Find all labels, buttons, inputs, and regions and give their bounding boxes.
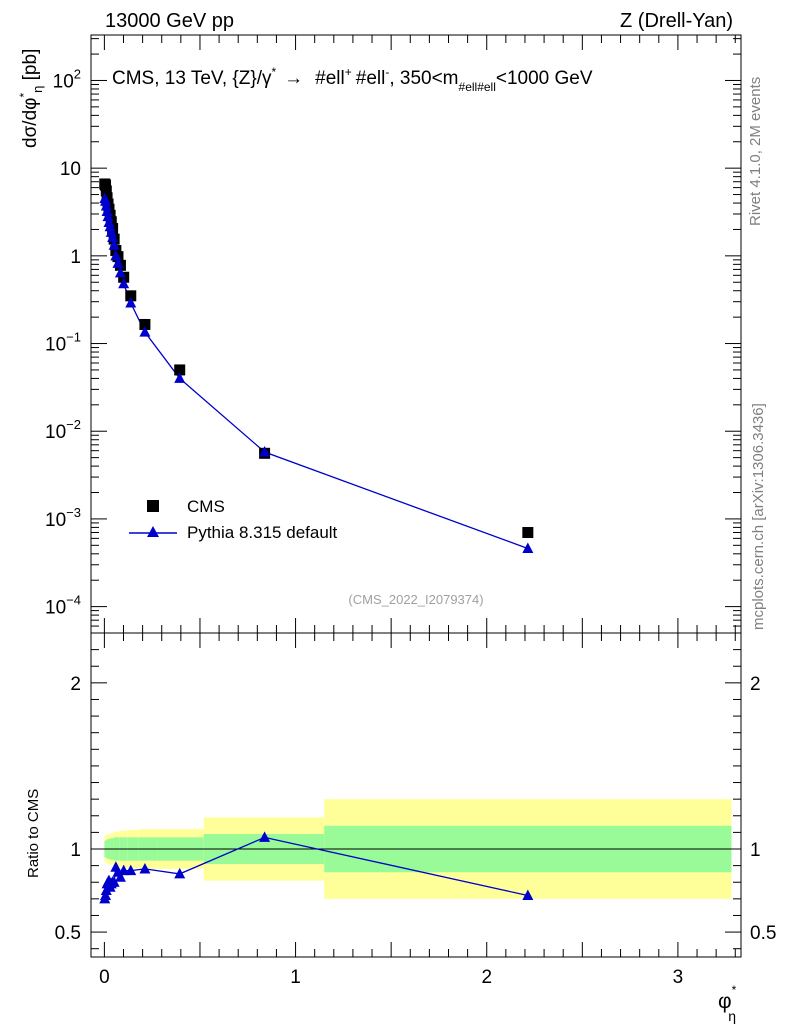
title-plus: + <box>345 65 352 79</box>
main-axis-ticks: 10−4 10−3 10−2 10−1 1 10 102 <box>45 35 741 634</box>
main-panel: 10−4 10−3 10−2 10−1 1 10 102 CMS, 13 TeV, {Z}/… <box>17 34 742 634</box>
mc-point <box>114 266 126 278</box>
mc-point <box>100 200 112 211</box>
cms-point <box>100 185 112 197</box>
mc-point <box>118 277 130 289</box>
x-tick-label: 0 <box>99 967 110 988</box>
y-tick-label: 10−4 <box>45 593 81 619</box>
y-tick-label: 10−1 <box>45 330 81 356</box>
chart-title: CMS, 13 TeV, {Z}/γ* → #ell+ #ell-, 350<m#el… <box>112 65 593 94</box>
mc-point <box>174 372 186 383</box>
ratio-axis-ticks: 0.5 0.5 1 1 2 2 0 1 2 3 <box>55 633 776 988</box>
x-tick-label: 2 <box>481 967 492 988</box>
mc-point <box>102 210 114 222</box>
x-tick-label: 1 <box>290 967 301 988</box>
main-frame <box>90 34 742 634</box>
rivet-label: Rivet 4.1.0, 2M events <box>747 77 764 226</box>
title-main: CMS, 13 TeV, {Z}/γ <box>112 68 272 89</box>
mc-point <box>107 231 119 242</box>
legend-mc-marker <box>147 526 159 537</box>
mc-point <box>100 195 112 206</box>
ratio-tick-label: 2 <box>70 674 81 695</box>
cms-point <box>139 318 151 330</box>
mc-ratio-point <box>174 867 186 879</box>
ratio-tick-label-right: 2 <box>750 674 761 695</box>
title-arrow: → <box>284 68 303 89</box>
xlabel-eta: η <box>728 1008 736 1024</box>
ratio-frame <box>90 632 742 958</box>
mc-point <box>110 249 122 261</box>
ratio-tick-label: 0.5 <box>55 923 81 944</box>
cms-point <box>100 179 112 191</box>
x-axis-label: φ* η <box>718 983 737 1024</box>
title-tail: <1000 GeV <box>496 68 593 89</box>
mc-ratio-point <box>125 864 137 876</box>
ratio-tick-label: 1 <box>70 840 81 861</box>
analysis-watermark: (CMS_2022_I2079374) <box>348 592 483 607</box>
cms-point <box>174 364 186 376</box>
header-left: 13000 GeV pp <box>105 10 234 32</box>
title-lepton1: #ell <box>315 68 345 89</box>
mc-point <box>104 220 116 232</box>
y-tick-label: 1 <box>70 247 81 268</box>
mc-point <box>101 205 113 217</box>
x-tick-label: 3 <box>673 967 684 988</box>
ratio-panel: 0.5 0.5 1 1 2 2 0 1 2 3 Ratio to CMS <box>25 632 776 988</box>
mc-ratio-point <box>522 889 534 901</box>
y-tick-label: 10−2 <box>45 417 81 443</box>
mc-point <box>125 296 137 308</box>
ratio-tick-label-right: 0.5 <box>750 923 776 944</box>
mc-point <box>522 542 534 553</box>
mc-point <box>108 239 120 250</box>
mc-ratio-point <box>108 876 120 887</box>
title-minus: - <box>385 65 389 79</box>
xlabel-phi: φ <box>718 990 732 1013</box>
ylabel-star: * <box>17 93 31 98</box>
mc-ratio-point <box>139 862 151 874</box>
mc-ratio-point <box>118 864 130 876</box>
mc-point <box>259 445 271 457</box>
legend-cms-label: CMS <box>187 497 225 516</box>
main-series <box>99 178 534 553</box>
title-range: , 350<m <box>389 68 458 89</box>
ratio-y-label: Ratio to CMS <box>25 789 42 878</box>
legend-cms-marker <box>147 500 159 512</box>
title-lepton2: #ell <box>356 68 386 89</box>
legend-mc-label: Pythia 8.315 default <box>187 523 338 542</box>
mc-point <box>112 257 124 268</box>
ratio-tick-label-right: 1 <box>750 840 761 861</box>
ratio-series <box>99 831 534 904</box>
title-subscript: #ell#ell <box>459 80 496 94</box>
mc-ratio-point <box>259 831 271 842</box>
mc-ratio-point <box>114 871 126 882</box>
cms-point <box>522 526 534 538</box>
y-tick-label: 102 <box>53 66 81 92</box>
title-star: * <box>271 65 276 79</box>
cms-point <box>125 290 137 302</box>
y-tick-label: 10 <box>60 159 81 180</box>
xlabel-star: * <box>732 983 737 997</box>
header-right: Z (Drell-Yan) <box>620 10 733 32</box>
y-axis-label: dσ/dφ*η [pb] <box>17 49 45 148</box>
ylabel-eta: η <box>30 86 45 93</box>
ylabel-main: dσ/dφ <box>20 98 41 148</box>
legend: CMS Pythia 8.315 default <box>129 497 338 542</box>
y-tick-label: 10−3 <box>45 505 81 531</box>
ylabel-unit: [pb] <box>20 49 41 86</box>
mc-point <box>139 326 151 337</box>
mcplots-label: mcplots.cern.ch [arXiv:1306.3436] <box>750 403 767 630</box>
